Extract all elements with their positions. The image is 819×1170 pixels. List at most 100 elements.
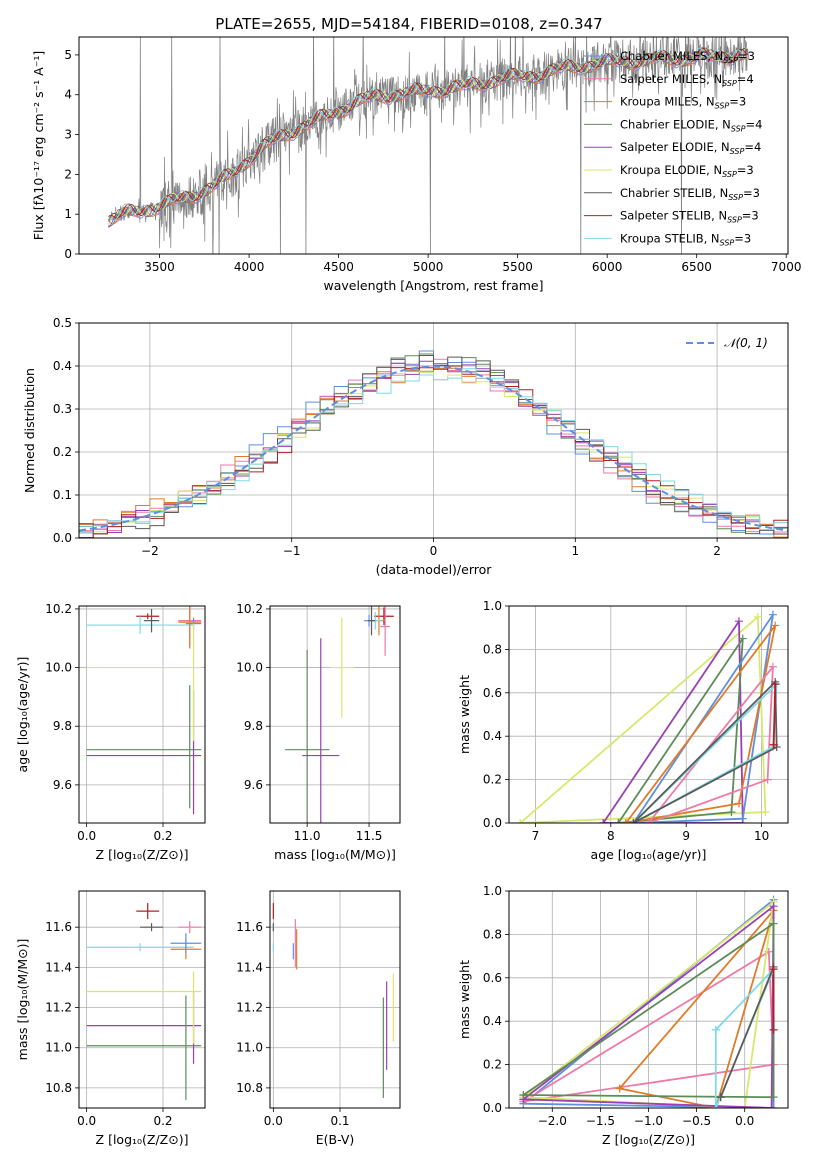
x-tick-label: 0.0 bbox=[264, 1114, 283, 1128]
y-tick-label: 10.2 bbox=[45, 602, 72, 616]
y-tick-label: 2 bbox=[64, 167, 72, 181]
x-tick-label: 4000 bbox=[234, 260, 265, 274]
weight-marker bbox=[738, 814, 747, 823]
weight-marker bbox=[519, 1090, 528, 1099]
weight-line-salp_elodie bbox=[522, 905, 775, 1108]
y-tick-label: 11.2 bbox=[45, 1001, 72, 1015]
x-tick-label: 3500 bbox=[144, 260, 175, 274]
y-tick-label: 11.2 bbox=[236, 1001, 263, 1015]
errorbar-point bbox=[302, 638, 340, 823]
x-tick-label: 0.0 bbox=[735, 1114, 754, 1128]
y-axis-label: mass weight bbox=[457, 960, 472, 1039]
y-tick-label: 1.0 bbox=[483, 884, 502, 898]
weight-marker bbox=[771, 680, 780, 689]
weight-marker bbox=[769, 1025, 778, 1034]
histogram-chab_stelib bbox=[79, 355, 788, 535]
y-tick-label: 0.4 bbox=[53, 359, 72, 373]
weight-line-chab_elodie bbox=[617, 637, 744, 823]
errorbar-point bbox=[380, 606, 391, 656]
y-tick-label: 0.5 bbox=[53, 316, 72, 330]
weight-marker bbox=[761, 808, 770, 817]
weight-marker bbox=[615, 1084, 624, 1093]
spectrum-frame bbox=[78, 36, 789, 255]
mass_ebv-axes: 0.0 0.1 10.8 11.0 11.2 11.4 11.6 E(B-V) bbox=[236, 891, 400, 1147]
x-tick-label: 7000 bbox=[771, 260, 802, 274]
y-tick-label: 9.8 bbox=[244, 719, 263, 733]
figure-title: PLATE=2655, MJD=54184, FIBERID=0108, z=0… bbox=[215, 15, 602, 33]
y-tick-label: 11.4 bbox=[236, 960, 263, 974]
spectrum-axes: 3500 4000 4500 5000 5500 6000 6500 7000 0 1 2 3 4 5 wa… bbox=[31, 48, 801, 293]
weight-marker bbox=[763, 775, 772, 784]
weight_Z-frame bbox=[508, 890, 789, 1109]
errorbar-point bbox=[143, 608, 160, 633]
x-tick-label: −2.0 bbox=[538, 1114, 567, 1128]
y-tick-label: 0.3 bbox=[53, 402, 72, 416]
y-tick-label: 5 bbox=[64, 48, 72, 62]
weight-marker bbox=[711, 1104, 720, 1108]
weight-marker bbox=[716, 1093, 725, 1102]
y-tick-label: 0.1 bbox=[53, 488, 72, 502]
y-tick-label: 9.8 bbox=[53, 719, 72, 733]
mass_Z-axes: 0.0 0.2 10.8 11.0 11.2 11.4 11.6 Z [log₁₀(Z/Z⊙)… bbox=[15, 891, 205, 1147]
legend-label: Chabrier MILES, NSSP=3 bbox=[620, 49, 755, 65]
legend-label: Salpeter ELODIE, NSSP=4 bbox=[620, 140, 761, 156]
x-tick-label: 2 bbox=[713, 544, 721, 558]
weight-marker bbox=[734, 799, 743, 808]
errorbar-point bbox=[178, 606, 202, 649]
weight-line-chab_miles bbox=[632, 613, 774, 823]
errorbar-point bbox=[367, 606, 376, 636]
histogram-kroupa_miles bbox=[79, 367, 788, 538]
mass_ebv-frame bbox=[269, 890, 401, 1109]
weight-marker bbox=[599, 819, 608, 823]
weight-marker bbox=[753, 612, 762, 621]
weight-marker bbox=[621, 819, 630, 823]
weight-line-kroupa_elodie bbox=[519, 616, 767, 823]
y-tick-label: 11.0 bbox=[236, 1041, 263, 1055]
weight-marker bbox=[768, 610, 777, 619]
y-tick-label: 0.0 bbox=[483, 816, 502, 830]
model-spectrum-kroupa_elodie bbox=[108, 47, 748, 226]
errorbar-point bbox=[178, 921, 202, 934]
y-tick-label: 11.6 bbox=[236, 920, 263, 934]
model-spectrum-salp_elodie bbox=[108, 48, 749, 228]
x-tick-label: 11.5 bbox=[356, 829, 383, 843]
legend-label: Kroupa MILES, NSSP=3 bbox=[620, 95, 746, 111]
gaussian-curve bbox=[79, 365, 788, 532]
x-tick-label: 0 bbox=[430, 544, 438, 558]
x-tick-label: −0.5 bbox=[682, 1114, 711, 1128]
legend-label: Kroupa STELIB, NSSP=3 bbox=[620, 231, 751, 247]
y-axis-label: Flux [fλ10⁻¹⁷ erg cm⁻² s⁻¹ A⁻¹] bbox=[31, 51, 46, 240]
y-tick-label: 11.4 bbox=[45, 960, 72, 974]
legend-label: Salpeter STELIB, NSSP=3 bbox=[620, 209, 759, 225]
y-axis-label: age [log₁₀(age/yr)] bbox=[15, 657, 30, 773]
y-tick-label: 10.8 bbox=[236, 1081, 263, 1095]
residuals-frame bbox=[78, 322, 789, 539]
weight-marker bbox=[769, 740, 778, 749]
y-tick-label: 10.2 bbox=[236, 602, 263, 616]
mass_Z-points bbox=[86, 903, 202, 1100]
y-tick-label: 9.6 bbox=[53, 778, 72, 792]
weight-line-kroupa_miles bbox=[618, 909, 775, 1108]
x-tick-label: 6500 bbox=[681, 260, 712, 274]
weight_age-lines bbox=[516, 610, 781, 823]
x-tick-label: 0.0 bbox=[77, 829, 96, 843]
histogram-kroupa_stelib bbox=[79, 368, 788, 530]
x-tick-label: 5000 bbox=[413, 260, 444, 274]
weight-marker bbox=[738, 634, 747, 643]
x-tick-label: −1 bbox=[283, 544, 301, 558]
x-tick-label: −2 bbox=[141, 544, 159, 558]
y-tick-label: 0.4 bbox=[483, 729, 502, 743]
weight-marker bbox=[767, 1104, 776, 1108]
y-tick-label: 10.0 bbox=[45, 661, 72, 675]
x-tick-label: 10 bbox=[754, 829, 769, 843]
x-axis-label: mass [log₁₀(M/M⊙)] bbox=[274, 847, 396, 862]
legend-label: Salpeter MILES, NSSP=4 bbox=[620, 72, 754, 88]
x-tick-label: 0.0 bbox=[77, 1114, 96, 1128]
age_mass-axes: 11.0 11.5 9.6 9.8 10.0 10.2 mass [log₁₀(M/M⊙)] bbox=[236, 602, 400, 862]
weight_Z-lines bbox=[519, 895, 778, 1108]
x-tick-label: 9 bbox=[682, 829, 690, 843]
y-tick-label: 0.4 bbox=[483, 1014, 502, 1028]
errorbar-point bbox=[86, 616, 194, 634]
legend-label: Kroupa ELODIE, NSSP=3 bbox=[620, 163, 754, 179]
x-tick-label: −1.0 bbox=[634, 1114, 663, 1128]
